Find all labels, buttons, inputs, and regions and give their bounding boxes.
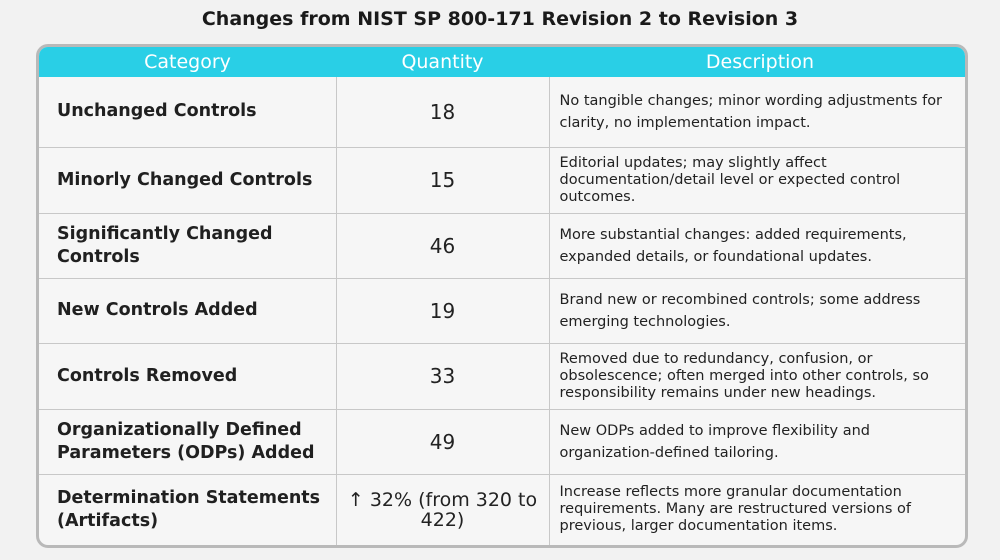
- table-row: Unchanged Controls 18 No tangible change…: [39, 77, 965, 148]
- header-category: Category: [39, 47, 336, 77]
- quantity-cell: 46: [335, 212, 550, 279]
- table-row: Determination Statements (Artifacts) ↑ 3…: [39, 473, 965, 545]
- table-row: Minorly Changed Controls 15 Editorial up…: [39, 146, 965, 214]
- category-cell: New Controls Added: [39, 277, 337, 344]
- description-cell: No tangible changes; minor wording adjus…: [548, 77, 965, 148]
- category-cell: Minorly Changed Controls: [39, 146, 337, 214]
- description-cell: Brand new or recombined controls; some a…: [548, 277, 965, 344]
- quantity-cell: 15: [335, 146, 550, 214]
- description-cell: More substantial changes: added requirem…: [548, 212, 965, 279]
- quantity-cell: ↑ 32% (from 320 to 422): [335, 473, 550, 545]
- table-row: Organizationally Defined Parameters (ODP…: [39, 408, 965, 475]
- table-row: New Controls Added 19 Brand new or recom…: [39, 277, 965, 344]
- changes-table: Category Quantity Description Unchanged …: [36, 44, 968, 548]
- category-cell: Determination Statements (Artifacts): [39, 473, 337, 545]
- header-quantity: Quantity: [336, 47, 549, 77]
- category-cell: Controls Removed: [39, 342, 337, 410]
- category-cell: Significantly Changed Controls: [39, 212, 337, 279]
- table-row: Controls Removed 33 Removed due to redun…: [39, 342, 965, 410]
- header-description: Description: [549, 47, 965, 77]
- description-cell: Editorial updates; may slightly affect d…: [548, 146, 965, 214]
- category-cell: Unchanged Controls: [39, 77, 337, 148]
- category-cell: Organizationally Defined Parameters (ODP…: [39, 408, 337, 475]
- description-cell: Increase reflects more granular document…: [548, 473, 965, 545]
- quantity-cell: 49: [335, 408, 550, 475]
- quantity-cell: 19: [335, 277, 550, 344]
- description-cell: Removed due to redundancy, confusion, or…: [548, 342, 965, 410]
- quantity-cell: 18: [335, 77, 550, 148]
- quantity-cell: 33: [335, 342, 550, 410]
- page-title: Changes from NIST SP 800-171 Revision 2 …: [201, 8, 799, 30]
- description-cell: New ODPs added to improve flexibility an…: [548, 408, 965, 475]
- table-row: Significantly Changed Controls 46 More s…: [39, 212, 965, 279]
- table-header-row: Category Quantity Description: [39, 47, 965, 77]
